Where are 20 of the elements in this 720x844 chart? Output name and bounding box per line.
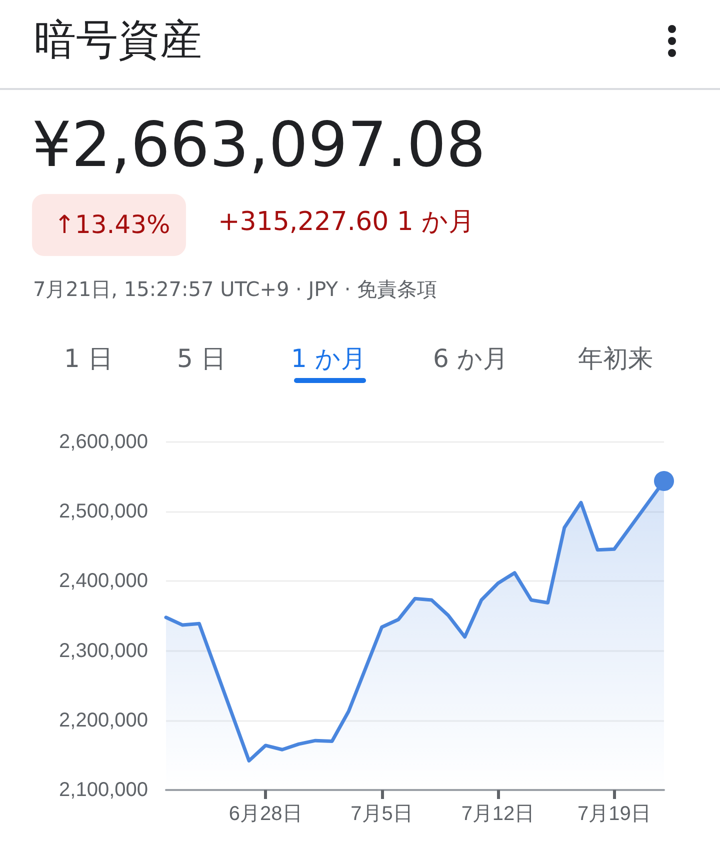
text: 5 日	[177, 343, 226, 375]
x-tick-label: 6月28日	[228, 803, 302, 825]
text: 1 か月	[291, 343, 366, 375]
chart-subtitle: ¥2,663,097.08	[32, 108, 486, 181]
text: 年初来	[578, 343, 653, 375]
x-tick-label: 7月19日	[578, 803, 651, 825]
y-tick-label: 2,300,000	[59, 640, 148, 662]
y-tick-label: 2,400,000	[59, 570, 148, 592]
text: ↑13.43%	[32, 194, 186, 256]
y-tick-label: 2,200,000	[59, 709, 148, 732]
text: 7月21日, 15:27:57 UTC+9 · JPY · 免責条項	[33, 276, 438, 303]
chart-title: 暗号資産	[34, 14, 202, 66]
y-tick-label: 2,500,000	[59, 500, 148, 523]
text: 1 日	[64, 343, 113, 375]
text: +315,227.60 1 か月	[218, 206, 475, 239]
y-tick-label: 2,600,000	[59, 431, 148, 453]
text: 6 か月	[433, 343, 508, 375]
x-tick-label: 7月5日	[350, 803, 413, 825]
x-tick-label: 7月12日	[461, 803, 535, 825]
y-tick-label: 2,100,000	[59, 779, 148, 801]
